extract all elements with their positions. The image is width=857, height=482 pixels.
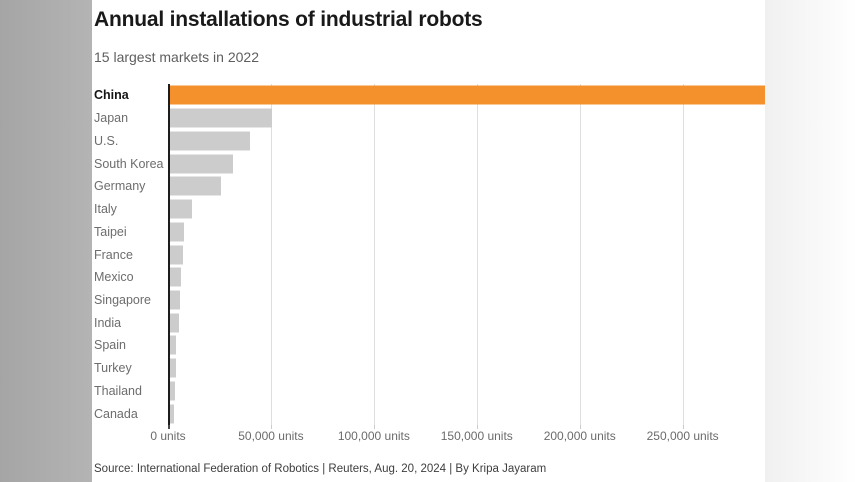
bar: [170, 290, 180, 310]
source-line: Source: International Federation of Robo…: [94, 463, 547, 475]
bar: [170, 176, 221, 196]
bar-track: [168, 402, 765, 425]
bar-track: [168, 175, 765, 198]
plot-area: [168, 84, 765, 429]
bar-track: [168, 334, 765, 357]
bar: [170, 245, 184, 264]
bar: [170, 222, 184, 242]
bar-highlighted: [170, 85, 765, 105]
bar-track: [168, 129, 765, 152]
axis-tick: [373, 425, 375, 429]
chart-row: Thailand: [92, 380, 765, 403]
row-label: Japan: [94, 111, 129, 126]
row-label: U.S.: [94, 133, 119, 148]
bar: [170, 131, 250, 151]
background-left-band: [0, 0, 92, 482]
row-label: Italy: [94, 202, 117, 217]
bar: [170, 358, 176, 378]
bar-track: [168, 84, 765, 107]
axis-tick: [168, 425, 170, 429]
gridline: [270, 84, 272, 425]
row-label: France: [94, 247, 133, 262]
chart-rows: China Japan U.S. South Korea Germany Italy Tai…: [92, 84, 765, 425]
row-label: China: [94, 88, 129, 103]
bar: [170, 267, 182, 287]
chart-row: China: [92, 84, 765, 107]
bar-track: [168, 311, 765, 334]
row-label: Canada: [94, 406, 138, 421]
chart-row: U.S.: [92, 129, 765, 152]
bar-track: [168, 289, 765, 312]
axis-tick: [682, 425, 684, 429]
row-label: Thailand: [94, 383, 142, 398]
chart-row: Germany: [92, 175, 765, 198]
gridline: [373, 84, 375, 425]
gridline: [682, 84, 684, 425]
x-axis-tick-label: 200,000 units: [543, 429, 616, 443]
bar: [170, 154, 234, 174]
chart-row: Taipei: [92, 220, 765, 243]
bar: [170, 335, 176, 355]
bar: [170, 404, 174, 424]
chart-row: Italy: [92, 198, 765, 221]
gridline: [476, 84, 478, 425]
axis-tick: [579, 425, 581, 429]
bar-track: [168, 107, 765, 130]
axis-tick: [476, 425, 478, 429]
bar: [170, 199, 192, 219]
x-axis-tick-label: 150,000 units: [440, 429, 513, 443]
row-label: India: [94, 315, 122, 330]
bar: [170, 313, 179, 333]
bar: [170, 108, 272, 128]
chart-row: Japan: [92, 107, 765, 130]
row-label: Mexico: [94, 270, 134, 285]
chart-title: Annual installations of industrial robot…: [94, 8, 483, 31]
bar-track: [168, 220, 765, 243]
x-axis-labels: 0 units 50,000 units 100,000 units 150,000 …: [150, 429, 765, 445]
row-label: South Korea: [94, 156, 164, 171]
bar-track: [168, 380, 765, 403]
bar-track: [168, 266, 765, 289]
bar: [170, 381, 175, 401]
axis-tick: [270, 425, 272, 429]
x-axis-tick-label: 100,000 units: [337, 429, 410, 443]
row-label: Germany: [94, 179, 146, 194]
chart-row: Singapore: [92, 289, 765, 312]
chart-subtitle: 15 largest markets in 2022: [94, 49, 259, 65]
chart-row: Canada: [92, 402, 765, 425]
row-label: Singapore: [94, 292, 151, 307]
gridline: [579, 84, 581, 425]
chart-row: Spain: [92, 334, 765, 357]
chart-row: India: [92, 311, 765, 334]
row-label: Taipei: [94, 224, 127, 239]
chart-card: Annual installations of industrial robot…: [92, 0, 765, 482]
chart-row: Mexico: [92, 266, 765, 289]
y-axis-line: [168, 84, 170, 429]
bar-track: [168, 152, 765, 175]
bar-track: [168, 243, 765, 266]
bar-track: [168, 357, 765, 380]
x-axis-tick-label: 0 units: [150, 429, 186, 443]
x-axis-tick-label: 250,000 units: [646, 429, 719, 443]
chart-row: France: [92, 243, 765, 266]
row-label: Spain: [94, 338, 126, 353]
row-label: Turkey: [94, 361, 132, 376]
x-axis-tick-label: 50,000 units: [238, 429, 304, 443]
chart-row: South Korea: [92, 152, 765, 175]
chart-row: Turkey: [92, 357, 765, 380]
bar-track: [168, 198, 765, 221]
background-right-band: [765, 0, 857, 482]
